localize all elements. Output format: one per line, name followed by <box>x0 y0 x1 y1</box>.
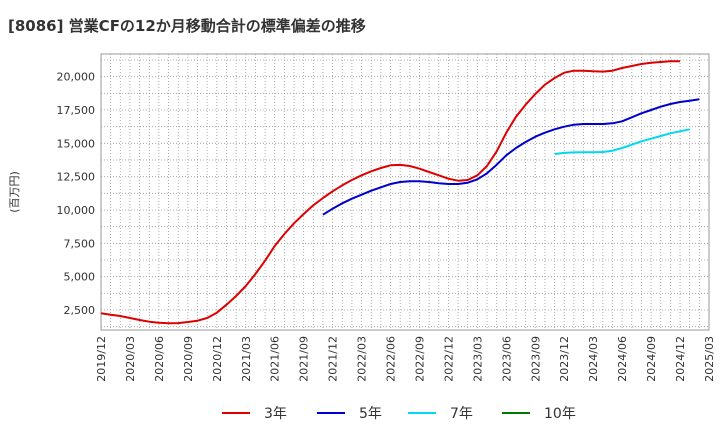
x-tick-label: 2023/12 <box>558 336 571 382</box>
grid <box>101 54 709 330</box>
x-tick-label: 2022/09 <box>413 336 426 382</box>
series-line <box>554 128 690 155</box>
y-tick-label: 12,500 <box>57 171 96 184</box>
chart-title: [8086] 営業CFの12か月移動合計の標準偏差の推移 <box>8 17 366 35</box>
x-tick-label: 2024/12 <box>674 336 687 382</box>
x-tick-label: 2022/03 <box>356 336 369 382</box>
x-tick-label: 2025/03 <box>703 336 716 382</box>
x-tick-label: 2023/09 <box>529 336 542 382</box>
x-tick-label: 2021/06 <box>269 336 282 382</box>
legend-label: 7年 <box>450 406 473 422</box>
y-tick-label: 15,000 <box>57 137 96 150</box>
x-tick-label: 2021/03 <box>240 336 253 382</box>
y-axis: 2,500 5,000 7,500 10,000 12,500 15,000 17,500 2… <box>57 71 96 317</box>
legend-label: 3年 <box>264 406 287 422</box>
x-tick-label: 2024/06 <box>616 336 629 382</box>
x-tick-label: 2023/03 <box>471 336 484 382</box>
x-tick-label: 2021/12 <box>327 336 340 382</box>
y-tick-label: 7,500 <box>64 237 96 250</box>
y-tick-label: 17,500 <box>57 104 96 117</box>
x-tick-label: 2020/09 <box>182 336 195 382</box>
y-tick-label: 2,500 <box>64 304 96 317</box>
x-tick-label: 2023/06 <box>500 336 513 382</box>
x-tick-label: 2019/12 <box>95 336 108 382</box>
x-tick-label: 2020/12 <box>211 336 224 382</box>
legend: 3年 5年 7年 10年 <box>222 406 576 422</box>
x-tick-label: 2024/03 <box>587 336 600 382</box>
x-tick-label: 2022/06 <box>385 336 398 382</box>
series-lines <box>100 60 700 325</box>
x-tick-label: 2020/06 <box>153 336 166 382</box>
y-tick-label: 5,000 <box>64 271 96 284</box>
legend-label: 10年 <box>544 406 576 422</box>
x-axis: 2019/12 2020/03 2020/06 2020/09 2020/12 2021/… <box>95 336 716 382</box>
series-line <box>100 60 680 325</box>
legend-label: 5年 <box>359 406 382 422</box>
y-axis-label: (百万円) <box>8 171 21 213</box>
series-line <box>322 98 700 216</box>
plot-frame <box>100 53 710 331</box>
x-tick-label: 2022/12 <box>442 336 455 382</box>
x-tick-label: 2024/09 <box>645 336 658 382</box>
y-tick-label: 10,000 <box>57 204 96 217</box>
x-tick-label: 2021/09 <box>298 336 311 382</box>
plot-area <box>100 53 710 331</box>
y-tick-label: 20,000 <box>57 71 96 84</box>
x-tick-label: 2020/03 <box>124 336 137 382</box>
